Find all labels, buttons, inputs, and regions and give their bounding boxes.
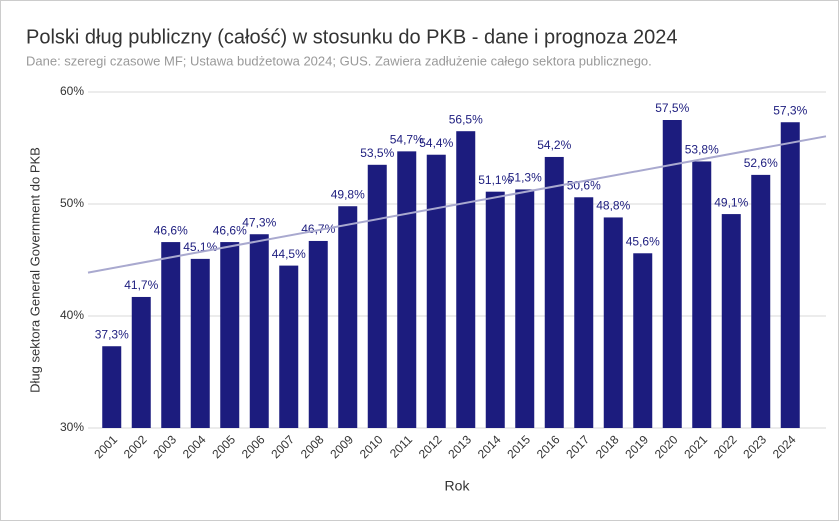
y-tick-label: 50% — [60, 196, 84, 210]
bar — [220, 242, 240, 428]
y-axis-label: Dług sektora General Government do PKB — [27, 147, 42, 393]
value-label: 49,8% — [331, 187, 365, 201]
value-label: 53,5% — [360, 146, 394, 160]
value-label: 47,3% — [242, 215, 276, 229]
bar — [603, 217, 623, 428]
value-label: 45,6% — [626, 234, 660, 248]
bar — [338, 206, 358, 428]
value-label: 51,3% — [508, 171, 542, 185]
bar — [633, 253, 653, 428]
value-label: 53,8% — [685, 143, 719, 157]
bar — [544, 156, 564, 428]
trendline — [87, 135, 827, 274]
value-label: 48,8% — [596, 199, 630, 213]
bar — [190, 258, 210, 428]
value-label: 46,6% — [154, 223, 188, 237]
value-label: 54,2% — [537, 138, 571, 152]
bar — [161, 242, 181, 428]
value-label: 56,5% — [449, 112, 483, 126]
y-tick-label: 40% — [60, 308, 84, 322]
bar — [574, 197, 594, 428]
value-label: 49,1% — [714, 195, 748, 209]
bar — [102, 346, 122, 428]
value-label: 54,7% — [390, 133, 424, 147]
value-label: 51,1% — [478, 173, 512, 187]
y-tick-label: 60% — [60, 84, 84, 98]
value-label: 57,5% — [655, 101, 689, 115]
bar — [249, 234, 269, 428]
bar — [131, 296, 151, 428]
bar — [456, 131, 476, 428]
value-label: 37,3% — [95, 327, 129, 341]
y-tick-label: 30% — [60, 420, 84, 434]
chart-title: Polski dług publiczny (całość) w stosunk… — [26, 26, 677, 48]
bar — [662, 120, 682, 428]
bar — [279, 265, 299, 428]
bar — [308, 240, 328, 428]
value-label: 46,6% — [213, 223, 247, 237]
value-label: 57,3% — [773, 103, 807, 117]
value-label: 44,5% — [272, 247, 306, 261]
bar — [780, 122, 800, 429]
bar — [426, 154, 446, 428]
value-label: 41,7% — [124, 278, 158, 292]
chart-subtitle: Dane: szeregi czasowe MF; Ustawa budżeto… — [26, 53, 652, 68]
bar — [485, 191, 505, 428]
bar — [397, 151, 417, 429]
bar — [692, 161, 712, 428]
x-axis-label: Rok — [445, 478, 471, 494]
bar — [367, 164, 387, 429]
bar — [721, 214, 741, 428]
bar — [515, 189, 535, 428]
bar — [751, 174, 771, 428]
value-label: 54,4% — [419, 136, 453, 150]
value-label: 52,6% — [744, 156, 778, 170]
